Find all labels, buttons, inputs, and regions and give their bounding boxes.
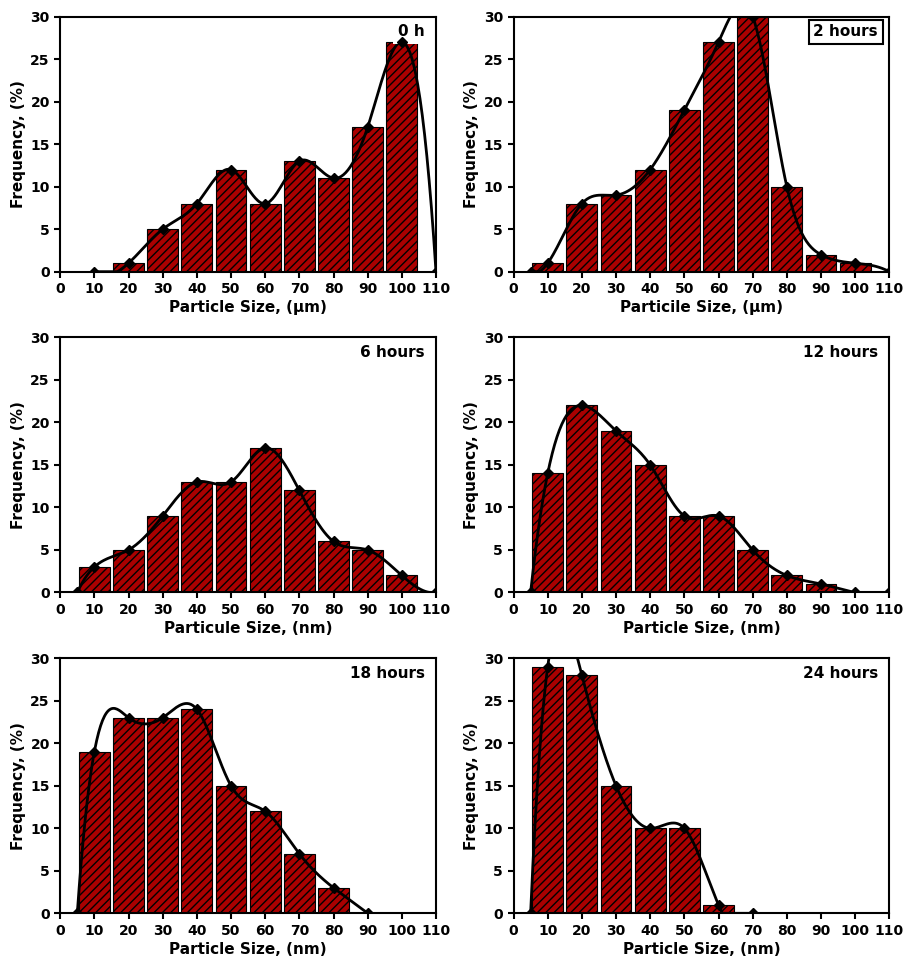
Bar	[216, 786, 246, 913]
X-axis label: Particle Size, (μm): Particle Size, (μm)	[169, 300, 327, 316]
Bar	[147, 229, 178, 272]
Bar	[284, 491, 315, 592]
Bar	[669, 110, 700, 272]
Bar	[386, 43, 417, 272]
X-axis label: Particle Size, (nm): Particle Size, (nm)	[622, 942, 780, 957]
Bar	[600, 431, 631, 592]
Bar	[771, 576, 802, 592]
Bar	[805, 584, 836, 592]
Text: 24 hours: 24 hours	[802, 666, 878, 681]
Bar	[250, 448, 281, 592]
Bar	[566, 406, 597, 592]
Text: 18 hours: 18 hours	[350, 666, 425, 681]
Bar	[635, 465, 665, 592]
Bar	[79, 567, 110, 592]
Bar	[181, 203, 212, 272]
X-axis label: Particile Size, (μm): Particile Size, (μm)	[620, 300, 783, 316]
Bar	[79, 752, 110, 913]
Bar	[737, 550, 768, 592]
Text: 6 hours: 6 hours	[361, 345, 425, 360]
X-axis label: Particule Size, (nm): Particule Size, (nm)	[164, 621, 332, 636]
Y-axis label: Frequency, (%): Frequency, (%)	[465, 722, 479, 850]
Bar	[805, 255, 836, 272]
Bar	[703, 905, 734, 913]
Bar	[352, 550, 383, 592]
Bar	[181, 482, 212, 592]
Y-axis label: Frequency, (%): Frequency, (%)	[465, 401, 479, 529]
Text: 2 hours: 2 hours	[813, 24, 878, 40]
Bar	[669, 516, 700, 592]
Bar	[737, 16, 768, 272]
Bar	[284, 161, 315, 272]
Y-axis label: Frequnecy, (%): Frequnecy, (%)	[465, 80, 479, 208]
Bar	[771, 187, 802, 272]
Bar	[147, 516, 178, 592]
Bar	[533, 263, 563, 272]
Bar	[600, 786, 631, 913]
Bar	[113, 263, 144, 272]
Bar	[703, 516, 734, 592]
Bar	[318, 178, 349, 272]
Bar	[533, 667, 563, 913]
Bar	[113, 717, 144, 913]
Bar	[635, 169, 665, 272]
Bar	[113, 550, 144, 592]
Bar	[216, 482, 246, 592]
Y-axis label: Frequency, (%): Frequency, (%)	[11, 722, 27, 850]
X-axis label: Particle Size, (nm): Particle Size, (nm)	[622, 621, 780, 636]
Bar	[284, 854, 315, 913]
Bar	[386, 576, 417, 592]
Bar	[600, 196, 631, 272]
Bar	[250, 203, 281, 272]
Y-axis label: Frequency, (%): Frequency, (%)	[11, 401, 27, 529]
Bar	[318, 541, 349, 592]
Bar	[703, 43, 734, 272]
Text: 0 h: 0 h	[398, 24, 425, 40]
X-axis label: Particle Size, (nm): Particle Size, (nm)	[169, 942, 327, 957]
Bar	[566, 676, 597, 913]
Bar	[250, 811, 281, 913]
Bar	[669, 829, 700, 913]
Bar	[635, 829, 665, 913]
Bar	[352, 127, 383, 272]
Y-axis label: Frequency, (%): Frequency, (%)	[11, 80, 27, 208]
Text: 12 hours: 12 hours	[803, 345, 878, 360]
Bar	[216, 169, 246, 272]
Bar	[840, 263, 870, 272]
Bar	[147, 717, 178, 913]
Bar	[533, 473, 563, 592]
Bar	[566, 203, 597, 272]
Bar	[318, 888, 349, 913]
Bar	[181, 710, 212, 913]
